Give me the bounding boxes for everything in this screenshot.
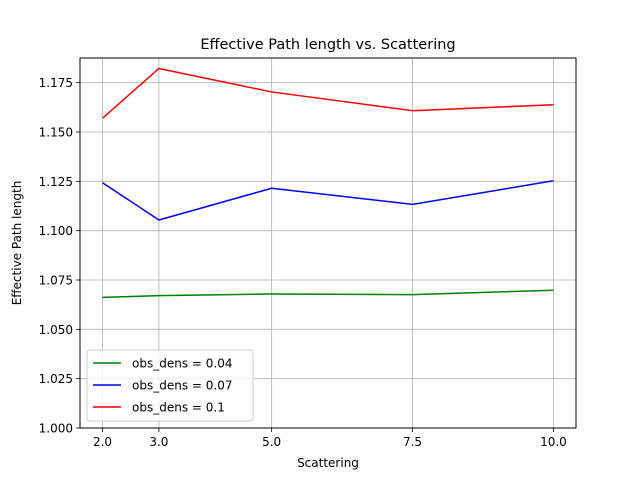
- x-axis-label: Scattering: [297, 456, 359, 470]
- series-line-obs-dens-0-07: [102, 180, 554, 221]
- legend: obs_dens = 0.04 obs_dens = 0.07 obs_dens…: [86, 349, 254, 422]
- legend-label-obs-dens-0-07: obs_dens = 0.07: [132, 379, 232, 393]
- plot-area: [79, 57, 577, 429]
- chart-title: Effective Path length vs. Scattering: [200, 37, 455, 53]
- y-tick-label-1-175: 1.175: [39, 76, 73, 90]
- x-tick-label-2-0: 2.0: [93, 435, 112, 449]
- data-series: [102, 67, 554, 299]
- axis-ticks: 2.0 3.0 5.0 7.5 10.0 1.000 1.025 1.050 1.075 1.10…: [39, 76, 567, 449]
- series-line-obs-dens-0-04: [102, 289, 554, 299]
- y-tick-label-1-150: 1.150: [39, 126, 73, 140]
- y-tick-label-1-075: 1.075: [39, 274, 73, 288]
- x-tick-label-10-0: 10.0: [540, 435, 567, 449]
- y-tick-label-1-050: 1.050: [39, 323, 73, 337]
- legend-label-obs-dens-0-04: obs_dens = 0.04: [132, 357, 232, 371]
- y-tick-label-1-125: 1.125: [39, 175, 73, 189]
- legend-box: [86, 349, 254, 422]
- x-tick-label-7-5: 7.5: [403, 435, 422, 449]
- grid-lines: [80, 58, 576, 429]
- y-tick-label-1-000: 1.000: [39, 422, 73, 436]
- series-line-obs-dens-0-1: [102, 67, 554, 119]
- legend-label-obs-dens-0-1: obs_dens = 0.1: [132, 401, 225, 415]
- y-axis-label: Effective Path length: [10, 181, 24, 306]
- x-tick-label-3-0: 3.0: [149, 435, 168, 449]
- x-tick-label-5-0: 5.0: [262, 435, 281, 449]
- y-tick-label-1-100: 1.100: [39, 224, 73, 238]
- y-tick-label-1-025: 1.025: [39, 372, 73, 386]
